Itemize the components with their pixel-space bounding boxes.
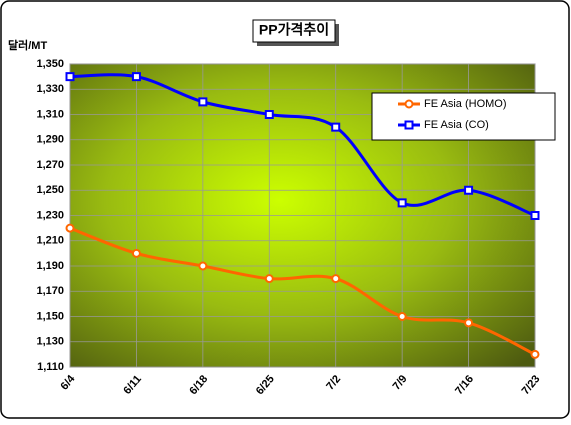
marker xyxy=(331,274,341,284)
marker xyxy=(198,97,208,107)
legend xyxy=(371,92,556,141)
marker xyxy=(264,110,274,119)
y-tick-label: 1,110 xyxy=(37,361,64,373)
marker xyxy=(65,72,75,82)
marker xyxy=(131,248,141,258)
marker xyxy=(464,318,474,328)
y-tick-label: 1,270 xyxy=(36,159,64,171)
series-line xyxy=(69,226,536,356)
marker xyxy=(264,274,274,284)
marker xyxy=(464,185,474,195)
y-tick-label: 1,170 xyxy=(36,285,64,297)
y-tick-label: 1,290 xyxy=(36,134,64,146)
y-tick-label: 1,350 xyxy=(36,58,64,70)
y-tick-label: 1,250 xyxy=(36,184,64,196)
marker xyxy=(530,211,540,220)
marker xyxy=(397,198,407,208)
y-axis-label: 달러/MT xyxy=(8,38,47,52)
marker xyxy=(331,122,341,132)
y-tick-label: 1,310 xyxy=(36,108,64,120)
marker xyxy=(198,261,208,271)
chart-title: PP가격추이 xyxy=(259,22,329,38)
legend-label: FE Asia (HOMO) xyxy=(424,98,507,110)
y-tick-label: 1,130 xyxy=(36,336,64,348)
marker xyxy=(404,99,414,109)
y-tick-label: 1,190 xyxy=(36,260,64,272)
series-line xyxy=(69,73,536,217)
y-tick-label: 1,150 xyxy=(36,310,64,322)
marker xyxy=(397,312,407,321)
y-tick-label: 1,230 xyxy=(36,209,64,221)
legend-label: FE Asia (CO) xyxy=(424,119,489,131)
marker xyxy=(131,72,141,82)
title-box xyxy=(252,19,336,43)
marker xyxy=(65,223,75,233)
y-tick-label: 1,210 xyxy=(36,235,64,247)
y-tick-label: 1,330 xyxy=(36,83,64,95)
series-group xyxy=(65,72,540,359)
marker xyxy=(404,120,414,130)
marker xyxy=(530,349,540,359)
